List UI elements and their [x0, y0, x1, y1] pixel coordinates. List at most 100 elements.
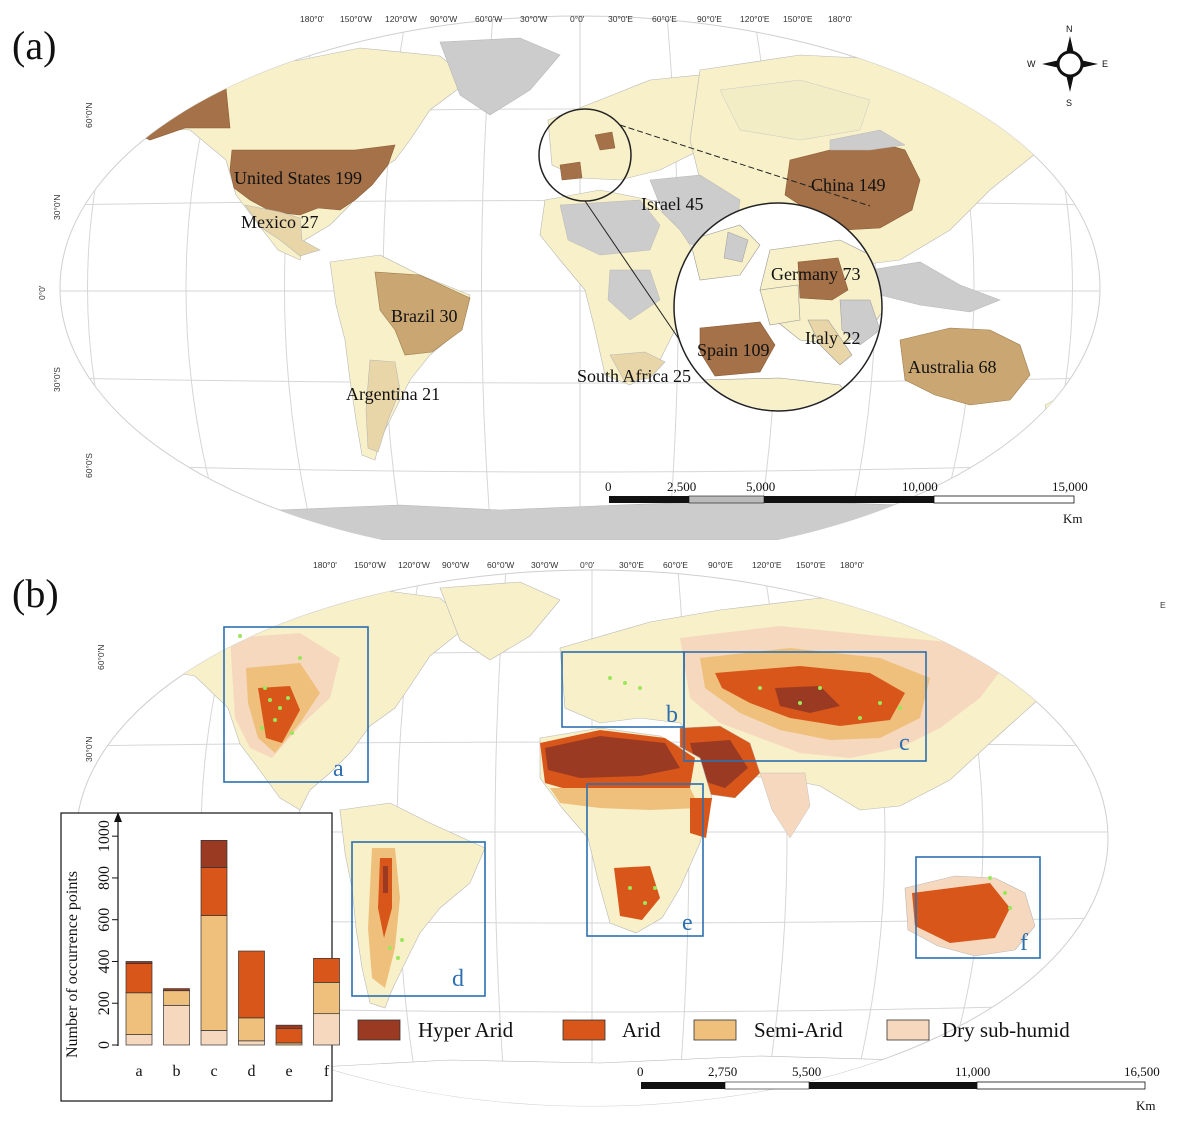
label-australia: Australia 68: [908, 357, 996, 377]
region-label-f: f: [1020, 930, 1028, 956]
scale-b-tick: 5,500: [792, 1064, 821, 1079]
label-spain: Spain 109: [697, 340, 770, 360]
sa-hyper-arid: [383, 866, 388, 893]
country-labels-a: United States 199 Mexico 27 Brazil 30 Ar…: [234, 168, 996, 404]
horn-africa-arid: [690, 798, 712, 838]
compass-n: N: [1066, 24, 1073, 34]
india-b: [759, 772, 811, 839]
scale-a-tick: 10,000: [902, 479, 938, 494]
legend-item-semi-arid: Semi-Arid: [693, 1018, 843, 1042]
scale-b-tick: 16,500: [1124, 1064, 1160, 1079]
legend-swatch: [357, 1019, 401, 1041]
y-tick-label: 600: [96, 908, 113, 932]
bar-segment-e-hyper-arid: [275, 1024, 303, 1029]
lat-label: 30°0'N: [84, 737, 94, 762]
region-box-d: [351, 841, 486, 997]
label-germany: Germany 73: [771, 264, 860, 284]
bar-segment-d-arid: [238, 950, 265, 1019]
scale-b-tick: 11,000: [955, 1064, 990, 1079]
lon-label: 150°0'E: [783, 14, 813, 24]
label-brazil: Brazil 30: [391, 306, 457, 326]
lon-label: 0°0': [570, 14, 585, 24]
lon-label: 180°0': [313, 560, 337, 570]
spain-inset: [699, 321, 776, 377]
bar-segment-f-semi-arid: [313, 982, 340, 1015]
compass-w: W: [1027, 59, 1036, 69]
lat-label: 30°0'S: [52, 367, 62, 392]
inset-bar-chart: Number of occurrence points 0 200 400 600 80…: [60, 812, 340, 1102]
lon-label: 60°0'W: [487, 560, 514, 570]
y-tick-label: 200: [96, 991, 113, 1015]
bar-segment-a-arid: [125, 963, 153, 994]
map-b: a b c d e f 180°0' 150°0'W 120°0'W 90°0'…: [60, 560, 1166, 1113]
scale-a-tick: 2,500: [667, 479, 696, 494]
lon-label: 90°0'W: [442, 560, 469, 570]
region-label-d: d: [452, 966, 464, 992]
lon-label: 180°0': [840, 560, 864, 570]
region-label-e: e: [682, 910, 693, 936]
spain-small: [559, 161, 583, 181]
bar-segment-c-dry-sub-humid: [200, 1030, 228, 1046]
bar-segment-c-hyper-arid: [200, 840, 228, 868]
label-italy: Italy 22: [805, 328, 861, 348]
greenland-b: [439, 581, 561, 661]
australia: [899, 327, 1031, 406]
italy-inset: [807, 319, 853, 366]
scale-b-unit: Km: [1136, 1098, 1156, 1113]
brazil: [374, 271, 471, 356]
sahara-no-data: [559, 199, 661, 256]
asia-hyper-arid: [775, 686, 840, 713]
germany-small: [594, 131, 616, 151]
lon-label: 120°0'E: [740, 14, 770, 24]
region-box-f: [915, 856, 1041, 959]
lon-label: 30°0'E: [619, 560, 644, 570]
x-category-label: d: [248, 1063, 256, 1080]
label-china: China 149: [811, 175, 886, 195]
central-africa-no-data: [607, 269, 661, 321]
legend-swatch: [562, 1019, 606, 1041]
usa: [229, 144, 396, 216]
inset-zoom-europe: [673, 202, 883, 412]
greenland: [439, 37, 561, 116]
bar-segment-d-dry-sub-humid: [238, 1040, 265, 1046]
longitude-labels-a: 180°0' 150°0'W 120°0'W 90°0'W 60°0'W 30°…: [300, 14, 852, 24]
region-box-c: [683, 651, 927, 762]
region-label-a: a: [333, 756, 344, 782]
region-labels: a b c d e f: [333, 702, 1028, 992]
lon-label: 150°0'E: [796, 560, 826, 570]
scale-a-tick: 5,000: [746, 479, 775, 494]
legend-label: Hyper Arid: [418, 1018, 514, 1042]
bar-segment-c-arid: [200, 867, 228, 916]
bar-segment-d-semi-arid: [238, 1017, 265, 1042]
lat-label: 60°0'N: [96, 645, 106, 670]
x-category-label: a: [135, 1063, 142, 1080]
lat-label: 30°0'N: [52, 195, 62, 220]
x-category-label: e: [285, 1063, 292, 1080]
lon-label: 120°0'E: [752, 560, 782, 570]
lon-label: 30°0'W: [531, 560, 558, 570]
bar-segment-a-semi-arid: [125, 992, 153, 1035]
stray-mark: E: [1160, 600, 1166, 610]
scale-a-tick: 0: [605, 479, 612, 494]
lon-label: 60°0'W: [475, 14, 502, 24]
compass-s: S: [1066, 98, 1072, 108]
lon-label: 90°0'W: [430, 14, 457, 24]
region-box-e: [586, 783, 704, 937]
lon-label: 120°0'W: [398, 560, 430, 570]
bar-segment-b-semi-arid: [163, 990, 190, 1006]
y-tick-label: 800: [96, 866, 113, 890]
lon-label: 60°0'E: [663, 560, 688, 570]
lat-label: 60°0'S: [84, 453, 94, 478]
legend-swatch: [693, 1019, 737, 1041]
mexico: [244, 204, 321, 257]
sa-arid: [378, 858, 392, 938]
lon-label: 0°0': [580, 560, 595, 570]
russia: [719, 79, 871, 141]
bar-segment-b-hyper-arid: [163, 988, 190, 992]
bar-segment-a-hyper-arid: [125, 961, 153, 964]
latitude-labels-b: 60°0'N 30°0'N: [84, 645, 106, 762]
bar-segment-a-dry-sub-humid: [125, 1034, 153, 1046]
bar-segment-f-arid: [313, 957, 340, 983]
x-category-label: b: [173, 1063, 181, 1080]
argentina: [365, 359, 401, 453]
